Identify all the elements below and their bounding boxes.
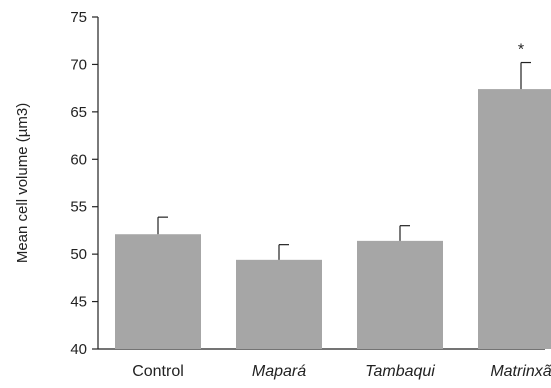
bar-3: [357, 240, 443, 349]
y-tick-label: 45: [70, 294, 87, 311]
y-tick-label: 50: [70, 246, 87, 263]
x-tick-label-1: Control: [132, 363, 184, 380]
y-tick-label: 55: [70, 199, 87, 216]
significance-marker: *: [518, 42, 524, 59]
bar-4: [478, 89, 551, 349]
y-tick-label: 60: [70, 151, 87, 168]
bars: [115, 89, 551, 349]
bar-2: [236, 259, 322, 349]
y-tick-label: 75: [70, 9, 87, 26]
x-tick-label-3: Tambaqui: [365, 363, 435, 380]
error-bars: [157, 61, 531, 260]
y-ticks: 40 45 50 55 60 65 70 75: [70, 9, 98, 358]
y-tick-label: 40: [70, 341, 87, 358]
annotations: *: [518, 42, 524, 59]
y-axis-title: Mean cell volume (µm3): [14, 103, 31, 263]
bar-1: [115, 234, 201, 349]
x-tick-labels: Control Mapará Tambaqui Matrinxã: [132, 363, 551, 380]
y-tick-label: 70: [70, 56, 87, 73]
x-tick-label-2: Mapará: [252, 363, 306, 380]
y-tick-label: 65: [70, 104, 87, 121]
x-tick-label-4: Matrinxã: [490, 363, 551, 380]
